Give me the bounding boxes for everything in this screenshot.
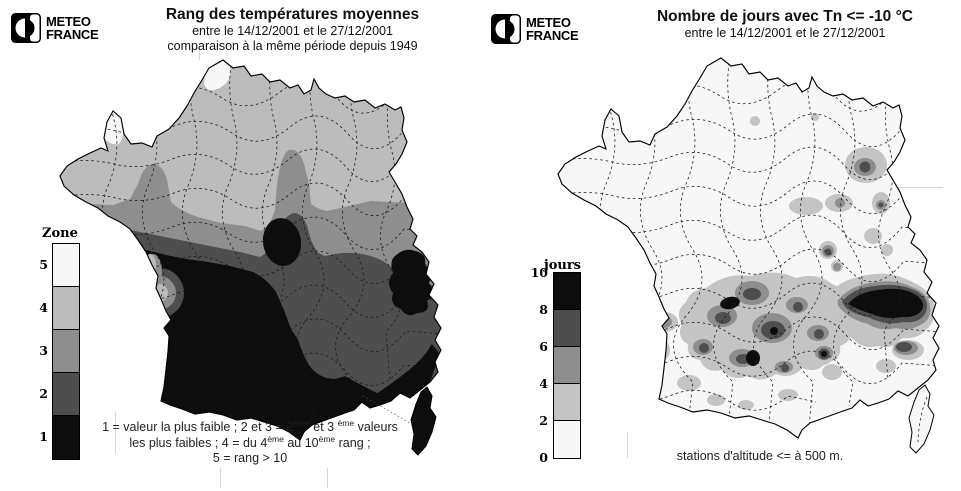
caption-text: 1 = valeur la plus faible ; 2 et 3 = 2 <box>102 420 294 434</box>
left-map-subtitle-2: comparaison à la même période depuis 194… <box>167 38 418 53</box>
caption-text: rang ; <box>335 435 371 450</box>
contour-zone-1-alps <box>389 249 433 316</box>
legend-jours-tick-4: 4 <box>539 376 548 391</box>
legend-jours-tick-2: 2 <box>539 413 548 428</box>
legend-zone-block-5 <box>53 244 79 287</box>
legend-zone: Zone 5 4 3 2 1 <box>28 226 84 462</box>
caption-sup: ème <box>337 417 355 428</box>
legend-jours-block-0-2 <box>554 421 580 458</box>
legend-zone-label-1: 1 <box>39 429 48 444</box>
legend-zone-label-4: 4 <box>39 300 48 315</box>
left-map-subtitle-1: entre le 14/12/2001 et le 27/12/2001 <box>192 24 393 38</box>
right-map-contours <box>558 58 939 438</box>
legend-jours: jours 10 8 6 4 2 0 <box>528 258 588 465</box>
contour-coastal-ring-4 <box>150 284 168 302</box>
map-france-frost-days <box>557 57 940 454</box>
frost-0-2-days <box>558 58 939 438</box>
right-map-subtitle-1: entre le 14/12/2001 et le 27/12/2001 <box>684 26 886 40</box>
legend-jours-block-6-8 <box>554 310 580 347</box>
logo-line2: FRANCE <box>526 28 579 43</box>
logo-line2: FRANCE <box>46 27 99 42</box>
caption-sup: ème <box>267 433 284 444</box>
legend-jours-tick-10: 10 <box>530 265 548 280</box>
legend-jours-block-2-4 <box>554 384 580 421</box>
legend-jours-block-4-6 <box>554 347 580 384</box>
legend-jours-block-8-10 <box>554 273 580 310</box>
caption-line-1: 1 = valeur la plus faible ; 2 et 3 = 2èm… <box>85 417 415 436</box>
graticule-line <box>220 468 221 488</box>
left-map-title: Rang des températures moyennes <box>165 6 420 23</box>
graticule-line <box>199 46 200 60</box>
contour-zone-2-rhone <box>290 252 407 379</box>
logo-text: METEO FRANCE <box>46 13 99 42</box>
graticule-line <box>897 187 943 188</box>
left-map-caption: 1 = valeur la plus faible ; 2 et 3 = 2èm… <box>85 417 415 467</box>
corsica-connector-line <box>362 395 411 424</box>
legend-zone-block-4 <box>53 287 79 330</box>
right-map-title-block: Nombre de jours avec Tn <= -10 °C entre … <box>620 8 950 41</box>
legend-jours-tick-8: 8 <box>539 302 548 317</box>
legend-zone-label-3: 3 <box>39 343 48 358</box>
legend-zone-label-5: 5 <box>39 257 48 272</box>
graticule-line <box>627 432 628 458</box>
legend-zone-block-1 <box>53 416 79 459</box>
meteo-france-logo-left: METEO FRANCE <box>11 13 99 43</box>
caption-line-2: les plus faibles ; 4 = du 4ème au 10ème … <box>85 433 415 452</box>
legend-zone-bar <box>52 243 80 460</box>
meteo-france-logo-icon <box>11 13 41 43</box>
right-map-title: Nombre de jours avec Tn <= -10 °C <box>656 8 913 25</box>
legend-zone-block-2 <box>53 373 79 416</box>
map-france-temperature-rank <box>59 59 442 456</box>
contour-zone-1-burgundy <box>262 218 302 266</box>
graticule-line <box>327 468 328 488</box>
caption-text: les plus faibles ; 4 = du 4 <box>129 435 268 450</box>
contour-coastal-strip-vendee-light <box>144 254 156 276</box>
logo-text: METEO FRANCE <box>526 14 579 43</box>
caption-text: au 10 <box>283 435 319 450</box>
left-map-title-block: Rang des températures moyennes entre le … <box>130 6 455 53</box>
france-coastline <box>557 57 940 439</box>
logo-line1: METEO <box>526 14 571 30</box>
legend-jours-tick-6: 6 <box>539 339 548 354</box>
caption-text: et 3 <box>309 420 338 434</box>
legend-zone-label-2: 2 <box>39 386 48 401</box>
caption-text: valeurs <box>354 420 398 434</box>
caption-sup: ème <box>318 433 336 444</box>
department-boundaries <box>558 58 939 429</box>
legend-jours-title: jours <box>544 258 581 273</box>
legend-jours-bar <box>553 272 581 459</box>
meteo-france-logo-icon <box>491 14 521 44</box>
logo-line1: METEO <box>46 13 91 29</box>
meteo-france-logo-right: METEO FRANCE <box>491 14 579 44</box>
left-map-contours <box>60 60 441 440</box>
legend-jours-tick-0: 0 <box>539 450 548 465</box>
caption-sup: ème <box>293 417 310 428</box>
right-map-caption: stations d'altitude <= à 500 m. <box>676 449 844 463</box>
caption-line-3: 5 = rang > 10 <box>212 451 288 465</box>
graticule-line <box>115 412 116 454</box>
legend-zone-block-3 <box>53 330 79 373</box>
corsica-left <box>410 386 437 456</box>
legend-zone-title: Zone <box>42 226 78 241</box>
corsica-right <box>908 384 935 454</box>
france-coastline <box>59 59 442 441</box>
